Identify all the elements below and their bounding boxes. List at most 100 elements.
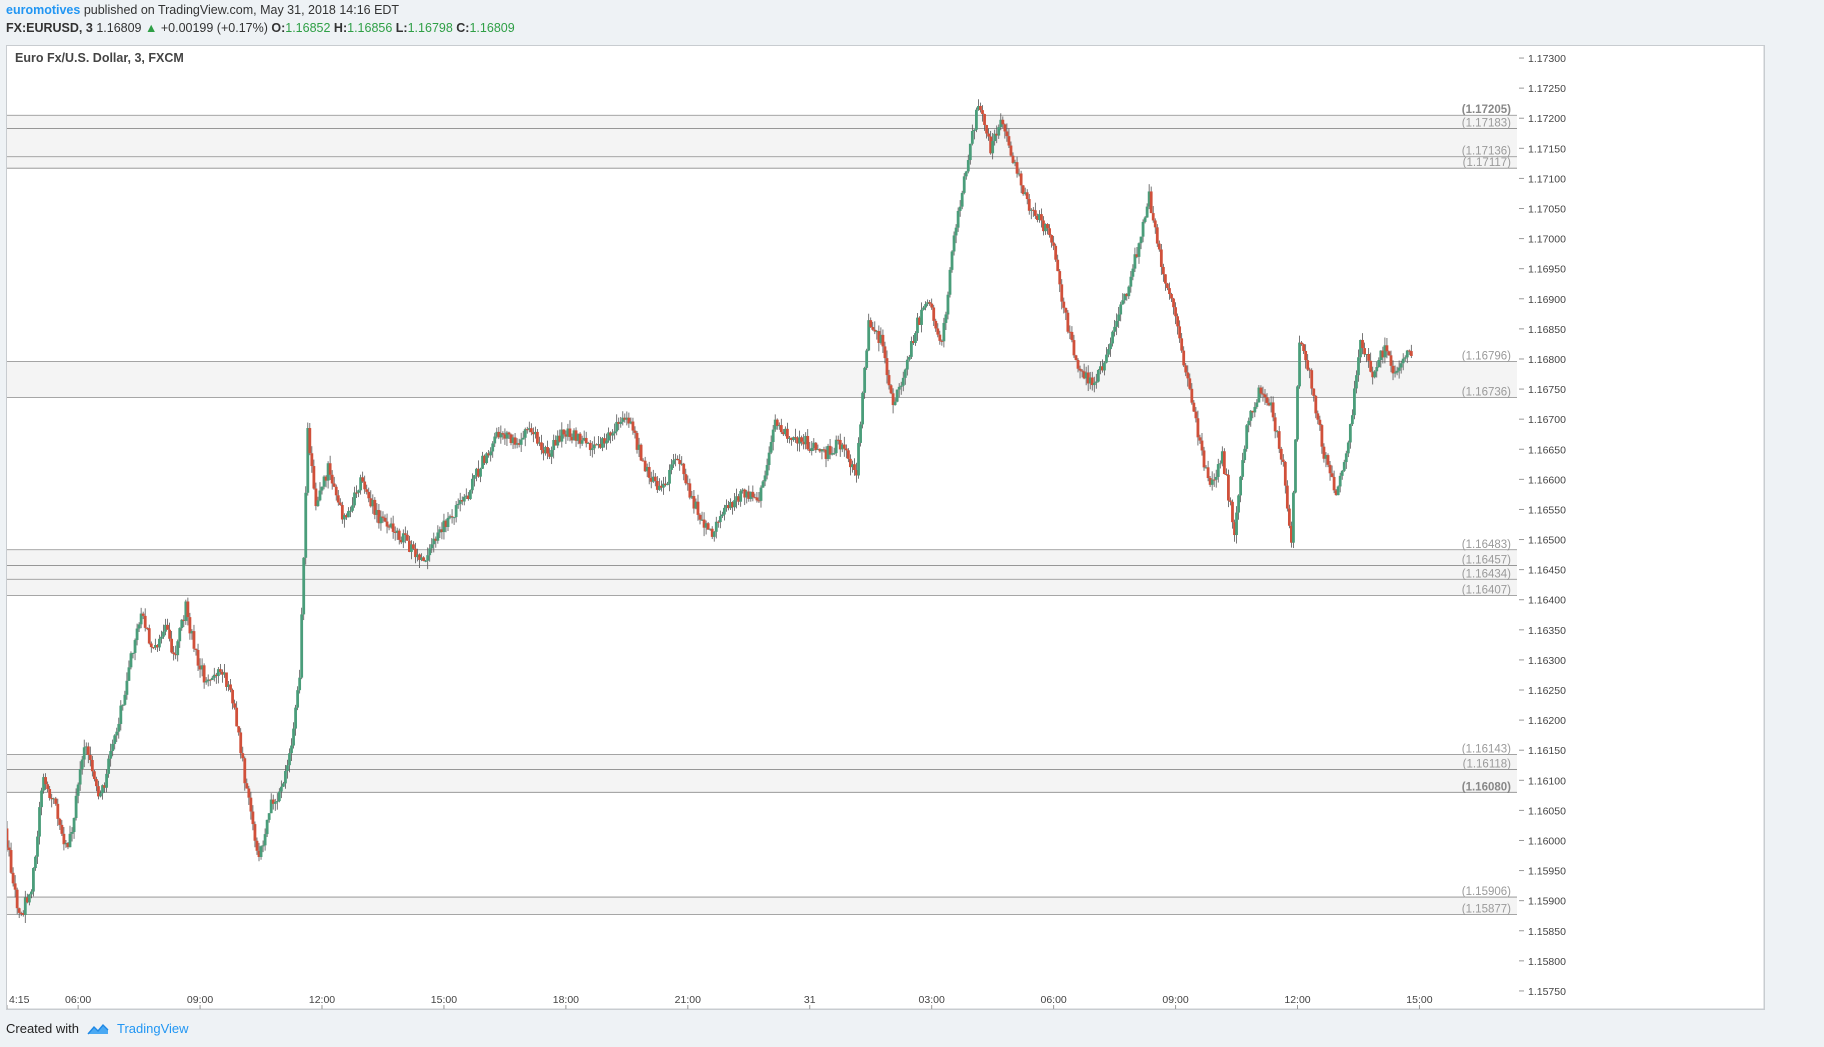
candle-body bbox=[52, 798, 56, 800]
candle-body bbox=[771, 429, 775, 443]
candle-body bbox=[729, 502, 732, 509]
price-tick-label: 1.16750 bbox=[1528, 384, 1566, 396]
candle-body bbox=[1241, 460, 1245, 477]
candle-body bbox=[822, 449, 826, 451]
candle-body bbox=[1188, 378, 1192, 389]
candle-body bbox=[1377, 360, 1381, 368]
candle-body bbox=[1115, 320, 1119, 327]
candle-body bbox=[1403, 357, 1407, 359]
candle-body bbox=[383, 517, 387, 522]
candle-body bbox=[836, 439, 840, 441]
candle-body bbox=[210, 677, 214, 681]
candle-body bbox=[499, 433, 503, 438]
candle-body bbox=[1212, 479, 1216, 481]
candle-body bbox=[206, 679, 210, 682]
footer: Created with TradingView bbox=[6, 1021, 189, 1036]
candle-body bbox=[1273, 417, 1277, 432]
candle-body bbox=[200, 665, 204, 670]
candle-body bbox=[985, 124, 988, 134]
chart-panel[interactable]: (1.17205) (1.17183) (1.17136) (1.17117) (1.1… bbox=[5, 45, 1765, 1010]
candle-body bbox=[599, 443, 602, 448]
tradingview-link[interactable]: TradingView bbox=[116, 1021, 189, 1036]
candle-body bbox=[554, 439, 558, 446]
candle-body bbox=[1009, 145, 1013, 156]
candle-body bbox=[298, 677, 302, 691]
candle-body bbox=[221, 671, 224, 675]
candle-body bbox=[1202, 450, 1206, 468]
zone-rect-9 bbox=[7, 897, 1517, 915]
candle-body bbox=[1019, 173, 1023, 186]
candle-body bbox=[347, 511, 350, 518]
candle-body bbox=[450, 516, 454, 518]
candle-body bbox=[855, 470, 858, 476]
author-link[interactable]: euromotives bbox=[6, 3, 81, 17]
candle-body bbox=[1210, 479, 1214, 485]
candle-body bbox=[251, 811, 255, 825]
candle-body bbox=[342, 515, 346, 520]
candle-body bbox=[351, 505, 354, 511]
candle-body bbox=[436, 532, 440, 541]
candle-body bbox=[1290, 525, 1293, 543]
candle-body bbox=[103, 785, 106, 788]
candle-body bbox=[19, 912, 23, 914]
candle-body bbox=[891, 393, 895, 406]
candle-body bbox=[78, 768, 82, 785]
candle-body bbox=[111, 743, 115, 752]
chart-svg[interactable]: (1.17205)(1.17183) (1.17136)(1.17117) (1.1… bbox=[5, 46, 1765, 1010]
candle-body bbox=[523, 429, 527, 438]
candle-body bbox=[395, 530, 399, 533]
last-price: 1.16809 bbox=[96, 21, 142, 35]
candle-body bbox=[1076, 360, 1080, 369]
time-tick-label: 15:00 bbox=[431, 994, 457, 1006]
candle-body bbox=[981, 110, 984, 115]
candle-body bbox=[393, 531, 397, 533]
candle-body bbox=[107, 758, 111, 774]
candle-body bbox=[367, 491, 371, 499]
candle-body bbox=[832, 453, 836, 455]
time-tick-label: 06:00 bbox=[65, 994, 91, 1006]
tradingview-cloud-icon bbox=[87, 1023, 109, 1034]
candle-body bbox=[517, 443, 521, 445]
candle-body bbox=[229, 684, 232, 690]
close-value: 1.16809 bbox=[469, 21, 515, 35]
candle-body bbox=[84, 746, 88, 748]
candle-body bbox=[139, 613, 143, 625]
candle-body bbox=[477, 468, 480, 477]
candle-body bbox=[1373, 371, 1377, 378]
candle-body bbox=[23, 897, 27, 915]
candle-body bbox=[119, 705, 123, 724]
candle-body bbox=[129, 653, 133, 668]
candle-body bbox=[172, 652, 176, 655]
candle-body bbox=[741, 489, 745, 492]
zone-rect-5 bbox=[7, 565, 1517, 580]
candle-body bbox=[574, 430, 578, 441]
candle-body bbox=[853, 464, 856, 471]
candle-body bbox=[999, 119, 1003, 128]
candle-body bbox=[25, 897, 29, 903]
candle-body bbox=[605, 440, 608, 444]
candle-body bbox=[1121, 300, 1125, 305]
candle-body bbox=[828, 445, 832, 455]
candle-body bbox=[1283, 461, 1287, 486]
candle-body bbox=[501, 433, 505, 435]
candle-body bbox=[942, 322, 946, 342]
candle-body bbox=[86, 746, 90, 755]
candle-body bbox=[275, 801, 279, 803]
candle-body bbox=[66, 843, 70, 848]
candle-body bbox=[989, 136, 993, 154]
zone-rect-7 bbox=[7, 754, 1517, 770]
candle-body bbox=[1088, 377, 1092, 384]
candle-body bbox=[783, 428, 787, 435]
level-label: (1.17183) bbox=[1462, 117, 1511, 129]
candle-body bbox=[1342, 462, 1346, 471]
candle-body bbox=[1151, 213, 1155, 221]
candle-body bbox=[326, 463, 330, 481]
candle-body bbox=[127, 667, 131, 681]
candle-body bbox=[649, 477, 653, 482]
candle-body bbox=[243, 758, 247, 784]
price-tick-label: 1.17200 bbox=[1528, 113, 1566, 125]
candle-body bbox=[631, 421, 635, 431]
candle-body bbox=[184, 601, 188, 621]
candle-body bbox=[1222, 451, 1226, 475]
candle-body bbox=[660, 485, 663, 488]
